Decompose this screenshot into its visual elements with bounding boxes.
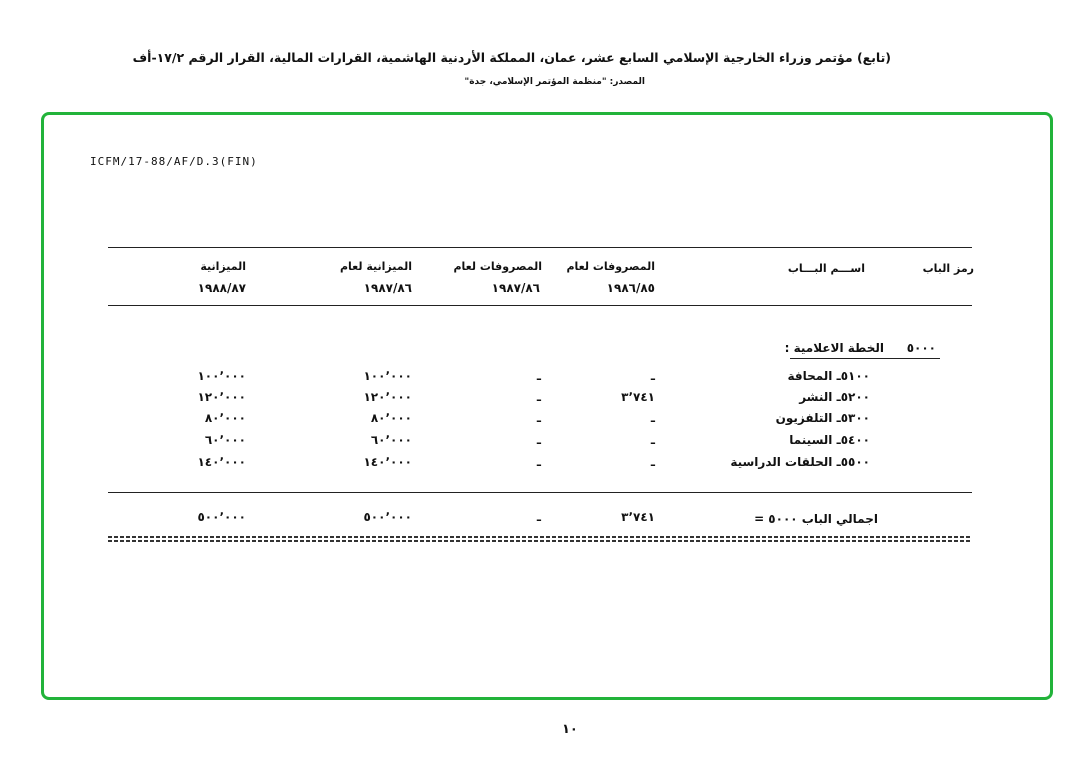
col-header-exp-8586: المصروفات لعام <box>566 260 655 273</box>
row-exp-8687: ـ <box>536 369 541 383</box>
section-code: ٥٠٠٠ <box>906 341 936 355</box>
table-top-rule <box>108 247 972 248</box>
col-header-bud-8687: الميزانية لعام <box>339 260 412 273</box>
row-exp-8586: ـ <box>650 411 655 425</box>
row-name: ٥٥٠٠ـ الحلقات الدراسية <box>730 455 870 469</box>
row-exp-8687: ـ <box>536 433 541 447</box>
col-header-exp-8687: المصروفات لعام <box>453 260 542 273</box>
total-bud-8687: ٥٠٠٬٠٠٠ <box>363 510 412 524</box>
row-bud-8687: ٦٠٬٠٠٠ <box>370 433 412 447</box>
row-exp-8687: ـ <box>536 411 541 425</box>
section-title: الخطة الاعلامية : <box>784 341 884 355</box>
col-header-bud-8788: الميزانية <box>200 260 246 273</box>
row-bud-8788: ٦٠٬٠٠٠ <box>204 433 246 447</box>
page-title: (تابع) مؤتمر وزراء الخارجية الإسلامي الس… <box>132 50 891 65</box>
row-exp-8586: ٣٬٧٤١ <box>621 390 655 404</box>
total-top-rule <box>108 492 972 493</box>
row-name: ٥٢٠٠ـ النشر <box>799 390 870 404</box>
row-exp-8687: ـ <box>536 390 541 404</box>
section-underline <box>790 358 940 359</box>
highlight-frame <box>41 112 1053 700</box>
total-exp-8687: ـ <box>536 510 541 524</box>
double-dashed-rule <box>108 536 972 542</box>
row-exp-8586: ـ <box>650 455 655 469</box>
col-header-code: رمز الباب <box>922 262 974 275</box>
row-name: ٥١٠٠ـ المحافة <box>787 369 870 383</box>
row-exp-8687: ـ <box>536 455 541 469</box>
total-exp-8586: ٣٬٧٤١ <box>621 510 655 524</box>
document-reference: ICFM/17-88/AF/D.3(FIN) <box>90 155 258 168</box>
row-bud-8687: ١٤٠٬٠٠٠ <box>363 455 412 469</box>
source-line: المصدر: "منظمة المؤتمر الإسلامي، جدة" <box>464 77 645 87</box>
total-bud-8788: ٥٠٠٬٠٠٠ <box>197 510 246 524</box>
row-name: ٥٣٠٠ـ التلفزيون <box>775 411 870 425</box>
row-exp-8586: ـ <box>650 433 655 447</box>
col-year-bud-8788: ١٩٨٨/٨٧ <box>197 281 246 295</box>
col-header-name: اســـم البـــاب <box>787 262 865 275</box>
row-exp-8586: ـ <box>650 369 655 383</box>
header-bottom-rule <box>108 305 972 306</box>
page-number: ١٠ <box>562 722 578 737</box>
row-bud-8788: ٨٠٬٠٠٠ <box>204 411 246 425</box>
row-bud-8687: ٨٠٬٠٠٠ <box>370 411 412 425</box>
col-year-bud-8687: ١٩٨٧/٨٦ <box>363 281 412 295</box>
row-bud-8788: ١٠٠٬٠٠٠ <box>197 369 246 383</box>
col-year-exp-8586: ١٩٨٦/٨٥ <box>606 281 655 295</box>
row-bud-8687: ١٢٠٬٠٠٠ <box>363 390 412 404</box>
total-label: اجمالي الباب ٥٠٠٠ = <box>754 512 878 526</box>
row-bud-8788: ١٤٠٬٠٠٠ <box>197 455 246 469</box>
row-bud-8788: ١٢٠٬٠٠٠ <box>197 390 246 404</box>
row-name: ٥٤٠٠ـ السينما <box>789 433 870 447</box>
row-bud-8687: ١٠٠٬٠٠٠ <box>363 369 412 383</box>
col-year-exp-8687: ١٩٨٧/٨٦ <box>491 281 540 295</box>
